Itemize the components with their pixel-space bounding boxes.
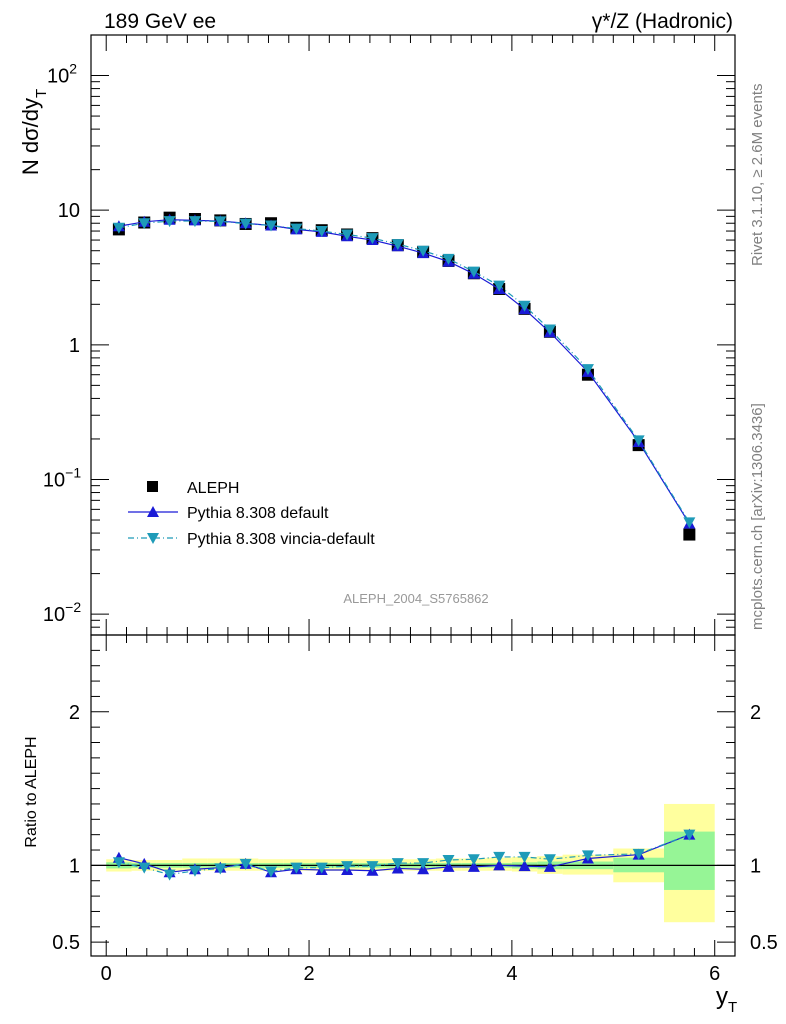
ratio-pythia-vincia-point	[138, 862, 151, 874]
pythia-vincia-point	[467, 266, 480, 278]
ratio-pythia-vincia-point	[442, 855, 455, 867]
ratio-pythia-vincia-point	[493, 851, 506, 863]
x-axis-label-subscript: T	[728, 999, 737, 1016]
main-y-tick-label: 102	[47, 61, 77, 88]
ratio-y-ticks: 2 2 1 1 0.5 0.5	[52, 649, 778, 954]
ratio-pythia-vincia-point	[163, 869, 176, 881]
pythia-vincia-point	[112, 222, 125, 234]
legend-aleph-marker	[147, 481, 158, 492]
analysis-watermark: ALEPH_2004_S5765862	[343, 591, 488, 606]
ratio-pythia-vincia-point	[239, 858, 252, 870]
pythia-vincia-point	[543, 324, 556, 336]
ratio-pythia-vincia-point	[366, 861, 379, 873]
main-y-tick-label: 10−2	[43, 599, 81, 626]
pythia-vincia-point	[391, 239, 404, 251]
x-axis-label: yT	[716, 983, 737, 1016]
pythia-vincia-point	[581, 364, 594, 376]
main-y-tick-label: 10−1	[43, 464, 81, 491]
x-tick-label: 4	[506, 963, 517, 985]
ratio-pythia-vincia-point	[467, 854, 480, 866]
pythia-vincia-point	[683, 517, 696, 529]
ratio-y-tick-label-right: 0.5	[750, 932, 778, 954]
ratio-y-axis-label: Ratio to ALEPH	[23, 736, 40, 847]
x-axis-ticks: 0 2 4 6	[101, 35, 720, 985]
main-y-ticks: 102 10 1 10−1 10−2	[43, 34, 735, 636]
ratio-pythia-vincia-point	[290, 862, 303, 874]
main-y-tick-label: 1	[69, 335, 80, 357]
pythia-vincia-point	[442, 253, 455, 265]
pythia-default-line	[118, 219, 690, 524]
pythia-vincia-point	[366, 233, 379, 245]
ratio-plot-frame	[90, 634, 736, 957]
mcplots-source-label: mcplots.cern.ch [arXiv:1306.3436]	[749, 403, 766, 630]
ratio-y-tick-label-right: 2	[750, 702, 761, 724]
x-tick-label: 0	[101, 963, 112, 985]
legend-vincia-marker	[147, 533, 159, 544]
main-y-axis-label-text: N dσ/dy	[18, 98, 43, 175]
pythia-vincia-point	[265, 220, 278, 232]
aleph-data-point	[683, 528, 696, 541]
pythia-vincia-point	[632, 435, 645, 447]
ratio-pythia-vincia-point	[543, 854, 556, 866]
ratio-pythia-vincia-point	[188, 865, 201, 877]
pythia-vincia-point	[341, 229, 354, 241]
x-tick-label: 6	[709, 963, 720, 985]
pythia-vincia-point	[163, 216, 176, 228]
main-series-group	[112, 211, 696, 541]
ratio-pythia-vincia-point	[341, 861, 354, 873]
ratio-series-group	[112, 828, 696, 881]
rivet-version-label: Rivet 3.1.10, ≥ 2.6M events	[749, 84, 766, 267]
header-left-title: 189 GeV ee	[104, 10, 216, 33]
legend-aleph-label: ALEPH	[187, 480, 239, 497]
ratio-pythia-vincia-point	[632, 848, 645, 860]
pythia-vincia-point	[417, 245, 430, 257]
pythia-vincia-point	[518, 300, 531, 312]
pythia-vincia-point	[290, 223, 303, 235]
ratio-pythia-default-point	[442, 860, 455, 872]
ratio-pythia-default-point	[493, 859, 506, 871]
legend-vincia-label: Pythia 8.308 vincia-default	[187, 531, 375, 548]
ratio-pythia-default-point	[543, 860, 556, 872]
ratio-pythia-vincia-point	[391, 858, 404, 870]
ratio-pythia-vincia-point	[581, 850, 594, 862]
pythia-vincia-point	[315, 226, 328, 238]
ratio-y-tick-label: 1	[69, 855, 80, 877]
ratio-pythia-vincia-point	[214, 863, 227, 875]
ratio-pythia-vincia-point	[417, 858, 430, 870]
pythia-vincia-point	[188, 216, 201, 228]
legend: ALEPH Pythia 8.308 default Pythia 8.308 …	[128, 480, 375, 548]
pythia-vincia-point	[214, 216, 227, 228]
pythia-vincia-point	[493, 280, 506, 292]
legend-pythia-marker	[147, 506, 159, 517]
main-y-axis-label: N dσ/dyT	[18, 89, 50, 175]
pythia-vincia-point	[239, 218, 252, 230]
ratio-y-tick-label-right: 1	[750, 855, 761, 877]
x-tick-label: 2	[303, 963, 314, 985]
header-right-title: γ*/Z (Hadronic)	[592, 10, 733, 33]
x-axis-label-text: y	[716, 983, 728, 1010]
ratio-pythia-default-point	[467, 860, 480, 872]
main-y-tick-label: 10	[58, 200, 80, 222]
ratio-pythia-vincia-point	[315, 862, 328, 874]
pythia-vincia-line	[118, 220, 690, 523]
ratio-pythia-vincia-point	[112, 857, 125, 869]
main-y-axis-label-subscript: T	[33, 89, 50, 98]
pythia-vincia-point	[138, 218, 151, 230]
ratio-y-tick-label: 2	[69, 702, 80, 724]
ratio-pythia-vincia-point	[518, 851, 531, 863]
ratio-pythia-vincia-point	[683, 829, 696, 841]
ratio-pythia-vincia-point	[265, 866, 278, 878]
ratio-pythia-default-point	[518, 860, 531, 872]
ratio-y-tick-label: 0.5	[52, 932, 80, 954]
legend-pythia-label: Pythia 8.308 default	[187, 505, 329, 522]
